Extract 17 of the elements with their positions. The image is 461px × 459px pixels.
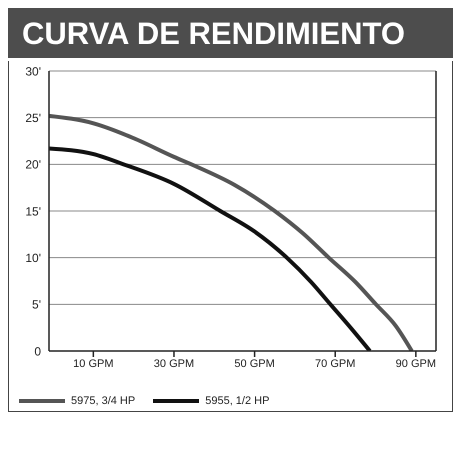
line-series [49,114,414,351]
y-tick-label: 30' [25,64,41,78]
chart-title: CURVA DE RENDIMIENTO [8,8,453,58]
y-tick-label: 10' [25,250,41,265]
x-tick-label: 50 GPM [234,358,275,370]
x-tick-label: 30 GPM [154,358,194,370]
legend-label: 5975, 3/4 HP [71,395,136,407]
x-tick-label: 90 GPM [396,358,436,370]
x-tick-label: 70 GPM [315,358,356,370]
x-tick-label: 10 GPM [73,358,114,370]
legend-label: 5955, 1/2 HP [205,395,270,407]
line-series [49,146,372,351]
y-tick-label: 5' [32,298,41,312]
y-tick-label: 25' [25,110,41,125]
y-tick-label: 0 [34,344,42,358]
y-tick-label: 20' [25,158,41,172]
y-tick-label: 15' [25,204,41,218]
